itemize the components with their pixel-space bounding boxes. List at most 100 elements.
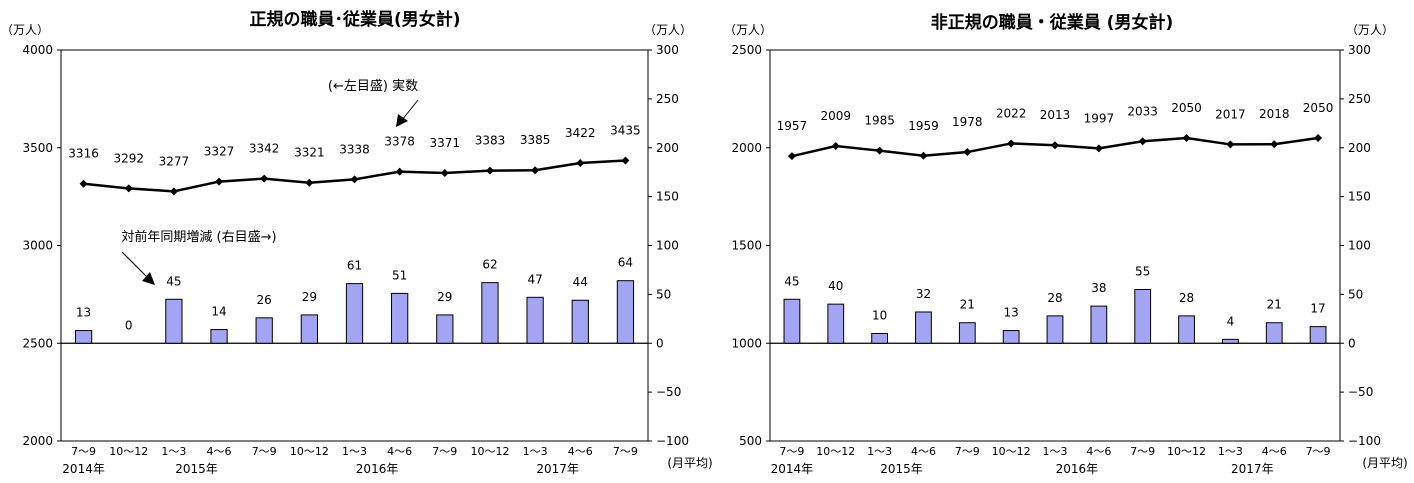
x-year-label: 2014年 — [771, 462, 814, 476]
line-point — [169, 187, 178, 196]
x-tick-label: 7～9 — [252, 445, 277, 458]
right-axis-unit: （万人） — [1346, 23, 1394, 37]
right-tick-label: 100 — [656, 239, 679, 253]
x-tick-label: 10～12 — [290, 445, 329, 458]
bar — [165, 298, 183, 344]
left-tick-label: 4000 — [22, 43, 53, 57]
line-value-label: 3327 — [204, 145, 235, 159]
bar — [210, 329, 228, 344]
line-value-label: 3371 — [430, 136, 461, 150]
line-point — [875, 146, 884, 155]
bar-value-label: 21 — [1267, 298, 1282, 312]
chart-title: 正規の職員･従業員(男女計) — [249, 9, 460, 30]
bar-value-label: 14 — [211, 305, 226, 319]
line-value-label: 3378 — [384, 135, 415, 149]
bar-value-label: 26 — [257, 293, 272, 307]
line-value-label: 3435 — [610, 123, 641, 137]
x-tick-label: 10～12 — [816, 445, 855, 458]
line-value-label: 3292 — [113, 151, 144, 165]
x-tick-label: 4～6 — [1086, 445, 1111, 458]
line-point — [440, 168, 449, 177]
line-value-label: 3338 — [339, 142, 370, 156]
bar-value-label: 28 — [1047, 291, 1062, 305]
line-value-label: 1978 — [952, 115, 983, 129]
left-tick-label: 2500 — [731, 43, 762, 57]
line-value-label: 2013 — [1040, 108, 1071, 122]
left-tick-label: 1000 — [731, 336, 762, 350]
right-tick-label: 250 — [1348, 92, 1371, 106]
bar-value-label: 28 — [1179, 291, 1194, 305]
right-axis-footer: (月平均) — [667, 456, 712, 470]
left-tick-label: 500 — [739, 434, 762, 448]
x-year-label: 2014年 — [62, 462, 105, 476]
x-tick-label: 10～12 — [470, 445, 509, 458]
left-tick-label: 3000 — [22, 239, 53, 253]
x-tick-label: 4～6 — [1262, 445, 1287, 458]
chart-title: 非正規の職員・従業員 (男女計) — [931, 12, 1173, 33]
annotation-arrow — [121, 251, 147, 277]
right-tick-label: 150 — [1348, 190, 1371, 204]
x-year-label: 2016年 — [1056, 462, 1099, 476]
right-axis-footer: (月平均) — [1362, 456, 1407, 470]
line-value-label: 2022 — [996, 106, 1027, 120]
x-year-label: 2015年 — [880, 462, 923, 476]
chart-2: 非正規の職員・従業員 (男女計)（万人） （万人）(月平均)50010001500… — [724, 12, 1408, 476]
line-value-label: 2009 — [820, 109, 851, 123]
plot-frame — [60, 49, 649, 442]
chart-1: 正規の職員･従業員(男女計)（万人） （万人）(月平均)2000250030003… — [1, 9, 713, 476]
x-tick-label: 7～9 — [779, 445, 804, 458]
bar — [616, 280, 635, 344]
annotation-line-label: (←左目盛) 実数 — [328, 78, 418, 94]
x-tick-label: 4～6 — [387, 445, 412, 458]
line-point — [260, 174, 269, 183]
bar-value-label: 40 — [828, 279, 843, 293]
line-value-label: 3422 — [565, 126, 596, 140]
x-tick-label: 4～6 — [568, 445, 593, 458]
bar-value-label: 45 — [784, 274, 799, 288]
line-value-label: 2033 — [1127, 104, 1158, 118]
bar — [571, 299, 589, 344]
annotation-arrowhead — [142, 272, 155, 285]
line-value-label: 3383 — [475, 134, 506, 148]
bar — [1046, 315, 1064, 344]
line-point — [124, 184, 133, 193]
line-point — [215, 177, 224, 186]
bar — [783, 298, 801, 344]
bar — [1090, 305, 1108, 344]
x-tick-label: 10～12 — [992, 445, 1031, 458]
x-tick-label: 10～12 — [1167, 445, 1206, 458]
left-axis-unit: （万人） — [1, 23, 49, 37]
x-tick-label: 1～3 — [342, 445, 367, 458]
right-tick-label: 0 — [1348, 336, 1356, 350]
line-point — [395, 167, 404, 176]
bar — [1265, 322, 1283, 344]
bar-value-label: 10 — [872, 308, 887, 322]
line-value-label: 3385 — [520, 133, 551, 147]
right-tick-label: −100 — [1348, 434, 1381, 448]
bar-value-label: 47 — [527, 272, 542, 286]
x-tick-label: 1～3 — [161, 445, 186, 458]
bar — [526, 296, 544, 344]
line-point — [1138, 137, 1147, 146]
right-tick-label: 50 — [1348, 287, 1363, 301]
line-point — [1182, 133, 1191, 142]
bar-value-label: 17 — [1310, 302, 1325, 316]
bar — [1221, 338, 1239, 344]
annotation-arrowhead — [396, 114, 408, 127]
bar-value-label: 29 — [437, 290, 452, 304]
x-tick-label: 10～12 — [109, 445, 148, 458]
x-year-label: 2017年 — [536, 462, 579, 476]
bar — [915, 311, 932, 344]
line-value-label: 1957 — [777, 119, 808, 133]
annotation-arrow — [401, 99, 419, 121]
bar — [300, 314, 318, 344]
bar — [436, 314, 454, 344]
x-tick-label: 1～3 — [1043, 445, 1068, 458]
bar-value-label: 55 — [1135, 264, 1150, 278]
line-point — [621, 156, 630, 165]
bar-value-label: 51 — [392, 268, 407, 282]
x-tick-label: 7～9 — [71, 445, 96, 458]
bar — [827, 303, 845, 344]
line-point — [1270, 140, 1279, 149]
